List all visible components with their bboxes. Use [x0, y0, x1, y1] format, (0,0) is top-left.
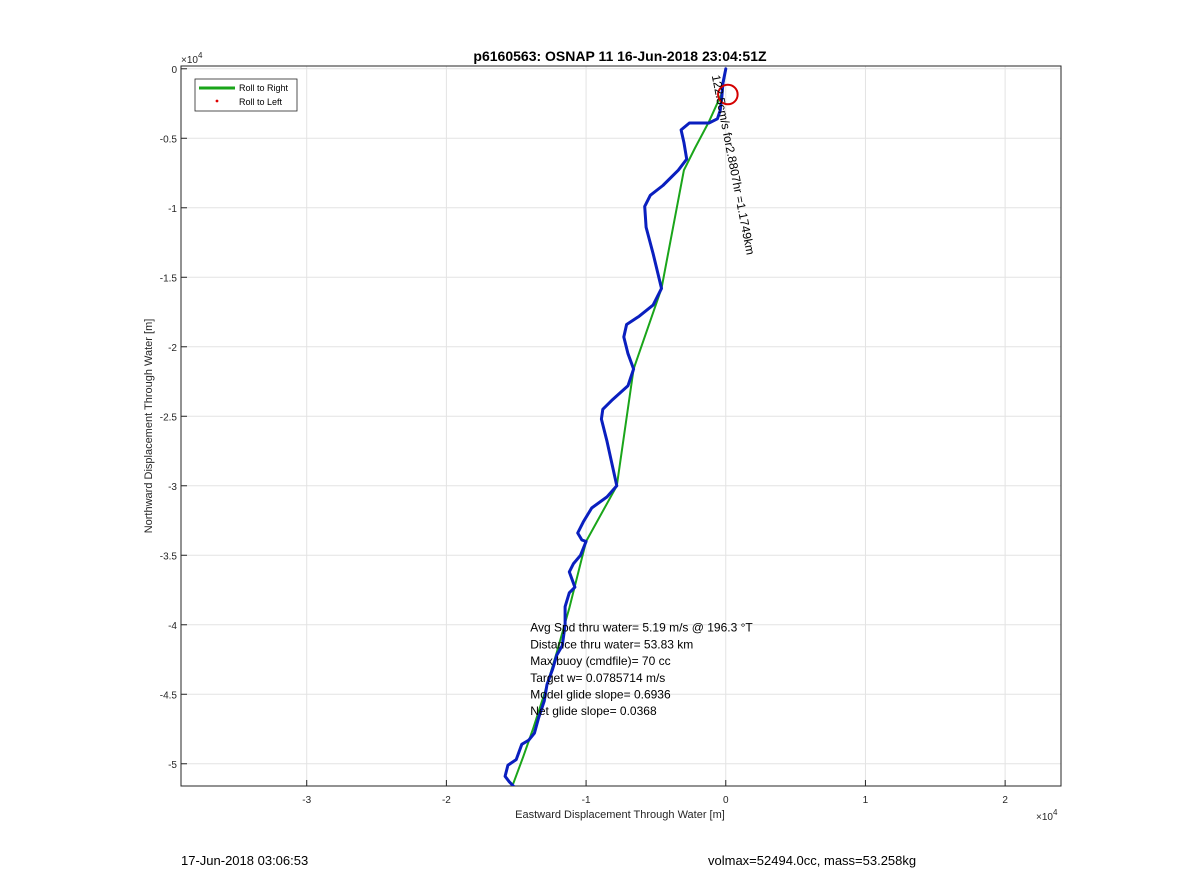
legend-dot-roll-left — [215, 99, 219, 103]
x-exponent-power: 4 — [1053, 808, 1058, 817]
footer-vehicle-info: volmax=52494.0cc, mass=53.258kg — [708, 853, 917, 868]
x-axis-exponent: ×10 4 — [1036, 808, 1058, 823]
x-axis-label: Eastward Displacement Through Water [m] — [515, 809, 725, 821]
x-exponent-base: ×10 — [1036, 812, 1053, 823]
tick-labels: -3 -2 -1 0 1 2 0 -0.5 -1 -1.5 -2 -2.5 -3 -3.5 -4 -4.5 -5 — [160, 65, 1009, 806]
y-tick-label: -3.5 — [160, 551, 178, 562]
glider-track-line — [503, 67, 728, 786]
legend: Roll to Right Roll to Left — [194, 78, 298, 112]
y-tick-label: -0.5 — [160, 134, 178, 145]
annotations: Avg Spd thru water= 5.19 m/s @ 196.3 °T D… — [530, 74, 757, 718]
y-tick-label: -2.5 — [160, 412, 178, 423]
x-tick-label: 0 — [723, 795, 729, 806]
x-tick-label: 2 — [1002, 795, 1008, 806]
y-tick-label: -3 — [168, 482, 177, 493]
y-exponent-power: 4 — [198, 51, 203, 60]
stats-annotation-line: Net glide slope= 0.0368 — [530, 704, 657, 718]
y-tick-label: -4.5 — [160, 690, 178, 701]
roll-left-marker — [717, 83, 739, 106]
footer-timestamp: 17-Jun-2018 03:06:53 — [181, 853, 309, 868]
y-axis-label: Northward Displacement Through Water [m] — [143, 319, 155, 534]
stats-annotation-line: Avg Spd thru water= 5.19 m/s @ 196.3 °T — [530, 621, 753, 635]
series-layer — [503, 67, 739, 786]
y-tick-label: -1 — [168, 204, 177, 215]
y-tick-label: -4 — [168, 621, 177, 632]
stats-annotation-line: Distance thru water= 53.83 km — [530, 637, 693, 651]
x-tick-label: -2 — [442, 795, 451, 806]
stats-annotation-line: Target w= 0.0785714 m/s — [530, 671, 665, 685]
y-tick-label: -5 — [168, 760, 177, 771]
y-tick-label: -2 — [168, 343, 177, 354]
legend-label-roll-right: Roll to Right — [239, 83, 289, 93]
grid-lines — [181, 66, 1061, 786]
legend-box — [194, 78, 298, 112]
y-exponent-base: ×10 — [181, 55, 198, 66]
stats-annotation-line: Model glide slope= 0.6936 — [530, 687, 671, 701]
legend-label-roll-left: Roll to Left — [239, 97, 283, 107]
stats-annotation-line: Max buoy (cmdfile)= 70 cc — [530, 654, 670, 668]
segment-speed-annotation: 122.5cm/s for2.8807hr =1.1749km — [709, 74, 758, 256]
chart-title: p6160563: OSNAP 11 16-Jun-2018 23:04:51Z — [473, 48, 767, 64]
y-axis-exponent: ×10 4 — [181, 51, 203, 66]
plot-frame — [180, 65, 1062, 787]
y-tick-label: -1.5 — [160, 273, 178, 284]
x-tick-label: -3 — [302, 795, 311, 806]
y-tick-label: 0 — [171, 65, 177, 76]
x-tick-label: 1 — [863, 795, 869, 806]
x-tick-label: -1 — [582, 795, 591, 806]
